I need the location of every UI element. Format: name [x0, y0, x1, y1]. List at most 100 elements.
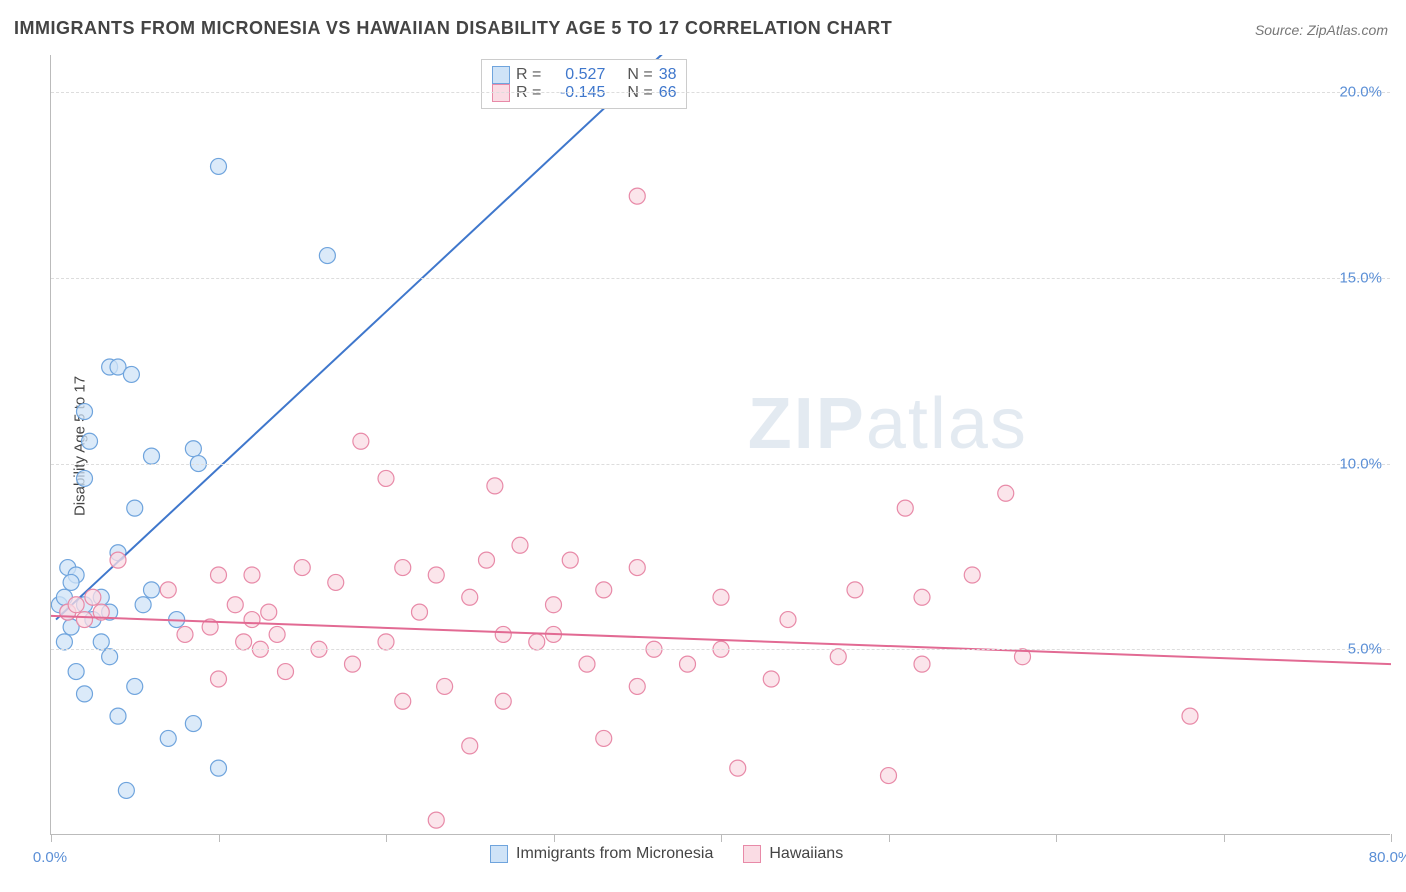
- legend-label: Hawaiians: [769, 845, 843, 863]
- data-point-hawaiians: [110, 552, 126, 568]
- data-point-hawaiians: [529, 634, 545, 650]
- data-point-hawaiians: [177, 626, 193, 642]
- data-point-micronesia: [102, 649, 118, 665]
- data-point-hawaiians: [596, 582, 612, 598]
- data-point-hawaiians: [244, 567, 260, 583]
- stats-N-value: 38: [659, 66, 677, 84]
- data-point-hawaiians: [495, 693, 511, 709]
- data-point-hawaiians: [914, 656, 930, 672]
- data-point-hawaiians: [629, 560, 645, 576]
- stats-row-micronesia: R = 0.527 N = 38: [492, 66, 676, 84]
- x-tick-label: 0.0%: [33, 849, 67, 866]
- x-tick: [1391, 834, 1392, 842]
- data-point-hawaiians: [998, 485, 1014, 501]
- data-point-micronesia: [123, 366, 139, 382]
- plot-area: ZIPatlas R =0.527N =38R =-0.145N =66 5.0…: [50, 55, 1390, 835]
- data-point-hawaiians: [437, 678, 453, 694]
- x-tick: [386, 834, 387, 842]
- data-point-micronesia: [160, 730, 176, 746]
- gridline: [51, 92, 1390, 93]
- data-point-micronesia: [185, 716, 201, 732]
- data-point-hawaiians: [881, 768, 897, 784]
- chart-title: IMMIGRANTS FROM MICRONESIA VS HAWAIIAN D…: [14, 18, 892, 39]
- stats-R-label: R =: [516, 66, 541, 84]
- data-point-hawaiians: [462, 589, 478, 605]
- data-point-micronesia: [56, 634, 72, 650]
- data-point-hawaiians: [160, 582, 176, 598]
- legend-swatch-hawaiians: [743, 845, 761, 863]
- data-point-hawaiians: [378, 634, 394, 650]
- data-point-hawaiians: [780, 612, 796, 628]
- data-point-hawaiians: [512, 537, 528, 553]
- data-point-micronesia: [82, 433, 98, 449]
- x-tick: [51, 834, 52, 842]
- data-point-hawaiians: [462, 738, 478, 754]
- scatter-svg: [51, 55, 1391, 835]
- stats-legend: R =0.527N =38R =-0.145N =66: [481, 59, 687, 109]
- data-point-micronesia: [68, 664, 84, 680]
- data-point-hawaiians: [546, 597, 562, 613]
- data-point-hawaiians: [579, 656, 595, 672]
- data-point-hawaiians: [629, 678, 645, 694]
- data-point-micronesia: [144, 582, 160, 598]
- data-point-hawaiians: [353, 433, 369, 449]
- data-point-hawaiians: [236, 634, 252, 650]
- swatch-micronesia: [492, 66, 510, 84]
- data-point-micronesia: [127, 500, 143, 516]
- y-tick-label: 5.0%: [1348, 641, 1382, 658]
- legend-item-hawaiians: Hawaiians: [743, 845, 843, 863]
- data-point-hawaiians: [487, 478, 503, 494]
- data-point-hawaiians: [914, 589, 930, 605]
- legend-item-micronesia: Immigrants from Micronesia: [490, 845, 713, 863]
- data-point-micronesia: [211, 158, 227, 174]
- data-point-hawaiians: [328, 574, 344, 590]
- x-tick: [1056, 834, 1057, 842]
- data-point-hawaiians: [244, 612, 260, 628]
- data-point-hawaiians: [713, 589, 729, 605]
- data-point-hawaiians: [261, 604, 277, 620]
- data-point-hawaiians: [680, 656, 696, 672]
- data-point-hawaiians: [428, 812, 444, 828]
- data-point-hawaiians: [629, 188, 645, 204]
- data-point-hawaiians: [964, 567, 980, 583]
- data-point-hawaiians: [269, 626, 285, 642]
- data-point-micronesia: [144, 448, 160, 464]
- legend-swatch-micronesia: [490, 845, 508, 863]
- gridline: [51, 649, 1390, 650]
- x-tick: [889, 834, 890, 842]
- gridline: [51, 464, 1390, 465]
- data-point-hawaiians: [77, 612, 93, 628]
- data-point-hawaiians: [897, 500, 913, 516]
- data-point-hawaiians: [428, 567, 444, 583]
- legend-label: Immigrants from Micronesia: [516, 845, 713, 863]
- data-point-hawaiians: [1182, 708, 1198, 724]
- data-point-hawaiians: [227, 597, 243, 613]
- x-tick: [1224, 834, 1225, 842]
- data-point-micronesia: [185, 441, 201, 457]
- x-tick: [219, 834, 220, 842]
- data-point-micronesia: [211, 760, 227, 776]
- data-point-hawaiians: [85, 589, 101, 605]
- source-label: Source: ZipAtlas.com: [1255, 22, 1388, 38]
- x-tick: [554, 834, 555, 842]
- data-point-hawaiians: [278, 664, 294, 680]
- data-point-micronesia: [110, 708, 126, 724]
- data-point-hawaiians: [68, 597, 84, 613]
- data-point-micronesia: [118, 782, 134, 798]
- y-tick-label: 15.0%: [1339, 269, 1382, 286]
- data-point-hawaiians: [847, 582, 863, 598]
- data-point-hawaiians: [562, 552, 578, 568]
- stats-R-value: 0.527: [547, 66, 605, 84]
- data-point-micronesia: [135, 597, 151, 613]
- data-point-hawaiians: [495, 626, 511, 642]
- data-point-hawaiians: [763, 671, 779, 687]
- data-point-hawaiians: [211, 567, 227, 583]
- data-point-hawaiians: [378, 470, 394, 486]
- y-tick-label: 10.0%: [1339, 455, 1382, 472]
- data-point-micronesia: [319, 248, 335, 264]
- gridline: [51, 278, 1390, 279]
- stats-N-label: N =: [627, 66, 652, 84]
- trend-line-micronesia: [56, 55, 721, 620]
- data-point-hawaiians: [345, 656, 361, 672]
- data-point-hawaiians: [730, 760, 746, 776]
